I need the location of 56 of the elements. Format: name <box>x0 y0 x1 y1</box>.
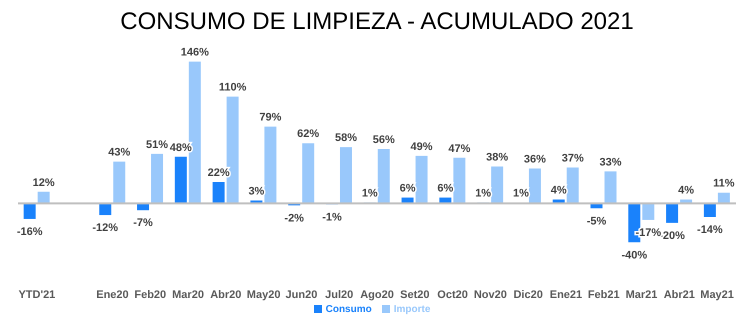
data-label: 146% <box>180 46 210 59</box>
data-label: 37% <box>562 152 584 164</box>
data-label: -16% <box>16 226 43 238</box>
data-label: 6% <box>400 182 416 195</box>
data-label: 1% <box>475 187 492 200</box>
x-tick-label: Ene20 <box>96 288 129 301</box>
data-label: -7% <box>133 217 154 230</box>
data-label: 38% <box>486 152 508 164</box>
legend-label: Importe <box>394 304 430 315</box>
data-label: 36% <box>524 153 546 166</box>
x-tick-label: Ene21 <box>550 288 582 301</box>
x-tick-label: Dic20 <box>513 288 543 301</box>
data-label: 12% <box>32 176 55 189</box>
data-label: 6% <box>437 182 454 195</box>
x-tick-label: Jun20 <box>286 288 318 301</box>
data-label: -1% <box>322 211 342 224</box>
data-label: -5% <box>586 215 607 228</box>
data-label: -2% <box>284 212 304 224</box>
data-label: 11% <box>713 178 735 190</box>
x-tick-label: May20 <box>246 288 280 301</box>
data-label: 1% <box>362 187 378 200</box>
data-label: 4% <box>678 184 694 197</box>
x-tick-label: Set20 <box>400 288 430 301</box>
data-label: 4% <box>550 184 567 197</box>
x-tick-label: Oct20 <box>437 288 468 301</box>
x-tick-label: Nov20 <box>474 288 507 301</box>
data-label: 49% <box>410 140 433 153</box>
chart-title: CONSUMO DE LIMPIEZA - ACUMULADO 2021 <box>119 8 635 37</box>
x-tick-label: Abr21 <box>664 288 695 301</box>
data-label: 47% <box>448 142 471 155</box>
x-tick-label: Mar21 <box>626 288 658 301</box>
x-tick-label: Mar20 <box>172 288 204 301</box>
data-label: 22% <box>208 167 230 180</box>
x-tick-label: Ago20 <box>360 288 394 301</box>
x-tick-label: May21 <box>700 288 734 301</box>
data-label: 1% <box>512 187 530 200</box>
data-label: -12% <box>92 222 118 234</box>
x-tick-label: YTD'21 <box>18 288 56 301</box>
x-tick-label: Feb20 <box>134 288 166 301</box>
data-label: 62% <box>297 128 320 140</box>
data-label: 58% <box>334 132 358 144</box>
x-tick-label: Abr20 <box>210 288 242 301</box>
data-label: 56% <box>372 134 395 146</box>
x-tick-label: Feb21 <box>588 288 620 301</box>
data-label: 48% <box>170 142 192 154</box>
data-label: 110% <box>218 82 247 94</box>
x-tick-label: Jul20 <box>325 288 354 301</box>
data-label: -14% <box>697 224 723 236</box>
data-label: 43% <box>108 146 130 159</box>
legend-label: Consumo <box>326 304 372 315</box>
data-label: 33% <box>599 156 622 168</box>
data-label: 51% <box>146 138 168 151</box>
data-label: -40% <box>621 249 648 262</box>
data-label: 3% <box>248 185 265 198</box>
data-label: 79% <box>259 112 282 124</box>
data-label: -20% <box>659 230 686 242</box>
